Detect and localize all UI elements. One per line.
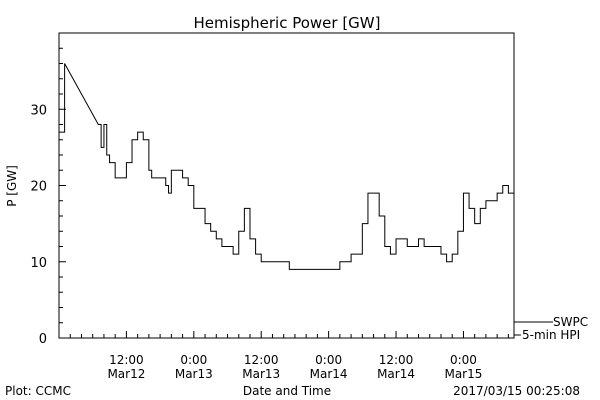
y-tick-label: 10 xyxy=(30,256,47,271)
plot-frame xyxy=(58,32,515,339)
footer-timestamp: 2017/03/15 00:25:08 xyxy=(453,384,580,398)
legend-label-swpc: SWPC xyxy=(553,315,588,329)
x-tick-label-day: Mar15 xyxy=(444,367,482,381)
series-line-swpc xyxy=(59,63,514,270)
x-tick-label-time: 12:00 xyxy=(379,353,414,367)
footer-plot-source: Plot: CCMC xyxy=(5,384,71,398)
x-axis-label: Date and Time xyxy=(243,384,331,398)
x-tick-label-day: Mar13 xyxy=(175,367,213,381)
x-tick-label-day: Mar13 xyxy=(242,367,280,381)
y-tick-label: 0 xyxy=(39,332,47,347)
legend: SWPC 5-min HPI xyxy=(514,315,588,342)
y-tick-label: 30 xyxy=(30,103,47,118)
legend-label-hpi: 5-min HPI xyxy=(522,328,580,342)
x-tick-label-day: Mar14 xyxy=(310,367,348,381)
x-tick-label-time: 0:00 xyxy=(450,353,477,367)
y-axis-ticks: 0 10 20 30 xyxy=(30,47,66,347)
x-tick-label-time: 0:00 xyxy=(180,353,207,367)
x-tick-label-time: 0:00 xyxy=(315,353,342,367)
x-tick-label-day: Mar14 xyxy=(377,367,415,381)
x-axis-ticks: 12:00Mar120:00Mar1312:00Mar130:00Mar1412… xyxy=(69,331,509,381)
chart-title: Hemispheric Power [GW] xyxy=(194,14,381,32)
y-tick-label: 20 xyxy=(30,180,47,195)
y-axis-label: P [GW] xyxy=(5,165,19,207)
x-tick-label-day: Mar12 xyxy=(107,367,145,381)
x-tick-label-time: 12:00 xyxy=(244,353,279,367)
x-tick-label-time: 12:00 xyxy=(109,353,144,367)
